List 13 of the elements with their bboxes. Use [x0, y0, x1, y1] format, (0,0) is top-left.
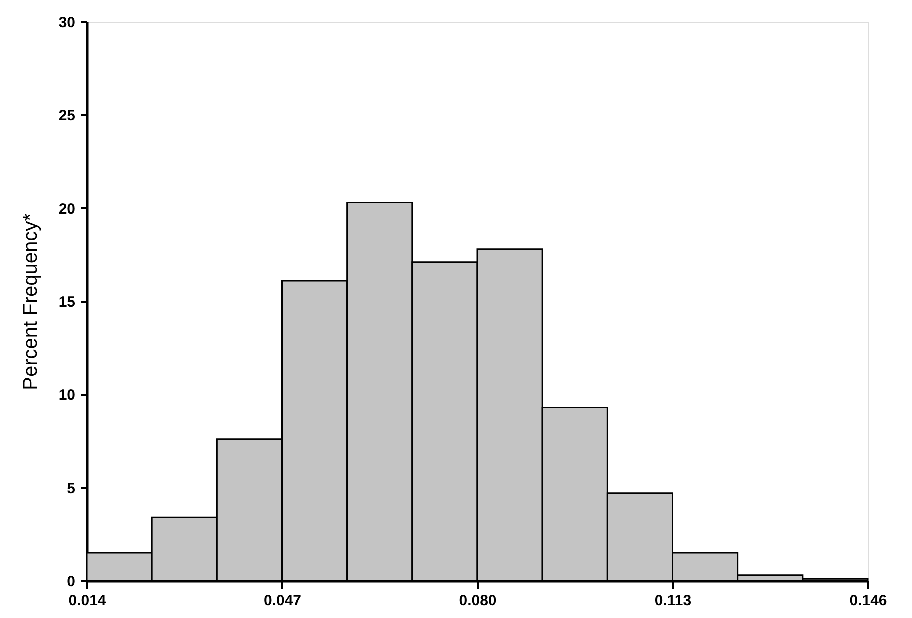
y-tick-label: 5 — [67, 480, 76, 498]
y-tick-label: 15 — [58, 294, 76, 311]
y-tick-label: 10 — [58, 387, 76, 404]
x-tick-label: 0.014 — [68, 592, 107, 610]
y-tick-label: 20 — [58, 200, 76, 218]
x-tick-label: 0.047 — [264, 592, 302, 610]
y-axis-title: Percent Frequency* — [20, 213, 42, 390]
x-tick-label: 0.113 — [654, 592, 692, 610]
y-tick-label: 0 — [67, 574, 76, 590]
y-tick-label: 25 — [58, 108, 76, 125]
x-tick-label: 0.080 — [459, 592, 497, 610]
x-tick-label: 0.146 — [850, 592, 888, 610]
y-tick-label: 30 — [58, 14, 76, 32]
